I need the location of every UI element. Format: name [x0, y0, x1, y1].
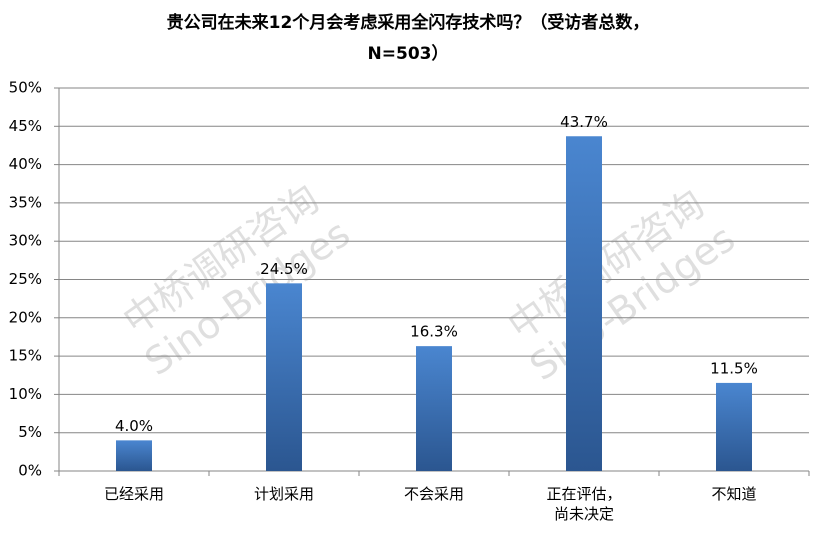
y-tick-label: 45%	[9, 117, 42, 135]
x-tick-label: 正在评估，尚未决定	[546, 485, 622, 523]
bar	[416, 346, 452, 471]
bar	[266, 283, 302, 471]
bar	[116, 440, 152, 471]
bar	[716, 382, 752, 471]
data-label: 4.0%	[115, 417, 153, 435]
data-label: 43.7%	[560, 113, 608, 131]
y-tick-label: 15%	[9, 347, 42, 365]
y-tick-label: 20%	[9, 308, 42, 326]
y-tick-label: 50%	[9, 79, 42, 97]
x-tick-label: 计划采用	[253, 485, 314, 503]
y-tick-label: 5%	[18, 423, 42, 441]
chart-title: 贵公司在未来12个月会考虑采用全闪存技术吗？（受访者总数，	[167, 12, 650, 33]
x-tick-label: 不知道	[711, 485, 757, 503]
y-tick-label: 25%	[9, 270, 42, 288]
y-tick-label: 35%	[9, 193, 42, 211]
chart-title: N=503）	[368, 43, 449, 64]
data-label: 16.3%	[410, 323, 458, 341]
y-tick-label: 0%	[18, 462, 42, 480]
x-tick-label: 不会采用	[403, 485, 464, 503]
data-label: 24.5%	[260, 260, 308, 278]
x-tick-label: 已经采用	[103, 485, 164, 503]
y-tick-label: 10%	[9, 385, 42, 403]
data-label: 11.5%	[710, 359, 758, 377]
y-tick-label: 30%	[9, 232, 42, 250]
y-tick-label: 40%	[9, 155, 42, 173]
bar	[566, 136, 602, 471]
